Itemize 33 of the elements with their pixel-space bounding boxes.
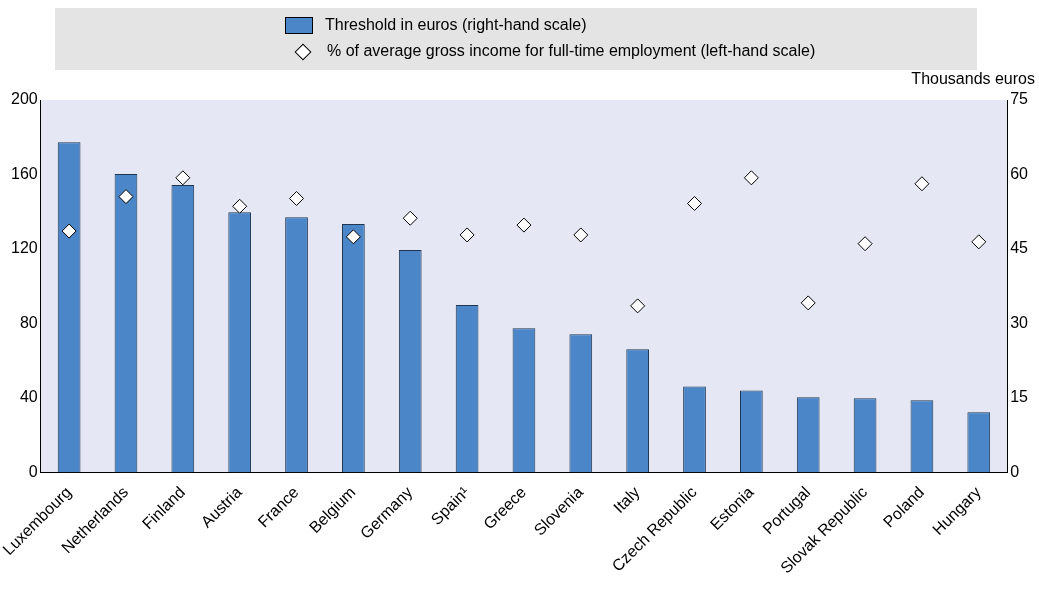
point	[345, 229, 361, 245]
legend-label: Threshold in euros (right-hand scale)	[325, 16, 587, 33]
point	[61, 223, 77, 239]
point	[743, 170, 759, 186]
y-tick-label: 200	[10, 90, 38, 108]
x-tick-label: Italy	[610, 483, 643, 517]
point	[971, 234, 987, 250]
point	[800, 295, 816, 311]
point	[118, 189, 134, 205]
y2-axis-title: Thousands euros	[911, 70, 1035, 88]
y-tick-label: 40	[19, 388, 38, 406]
y2-tick-label: 60	[1010, 164, 1029, 182]
y-tick-label: 80	[19, 313, 38, 331]
point	[459, 227, 475, 243]
y-tick-label: 160	[10, 164, 38, 182]
legend-label: % of average gross income for full-time employment (left-hand scale)	[327, 42, 816, 59]
point	[289, 190, 305, 206]
y-tick-label: 0	[28, 462, 38, 480]
y2-tick-label: 15	[1010, 388, 1029, 406]
y2-tick-label: 0	[1010, 462, 1020, 480]
y2-tick-label: 75	[1010, 90, 1029, 108]
point	[402, 210, 418, 226]
point	[687, 196, 703, 211]
point	[516, 217, 532, 233]
point	[232, 198, 248, 214]
point	[857, 236, 873, 252]
point	[914, 176, 930, 192]
y2-tick-label: 45	[1010, 239, 1029, 257]
point	[175, 170, 191, 186]
point	[573, 227, 589, 243]
y-tick-label: 120	[10, 239, 38, 257]
point	[630, 298, 646, 314]
y2-tick-label: 30	[1010, 313, 1029, 331]
